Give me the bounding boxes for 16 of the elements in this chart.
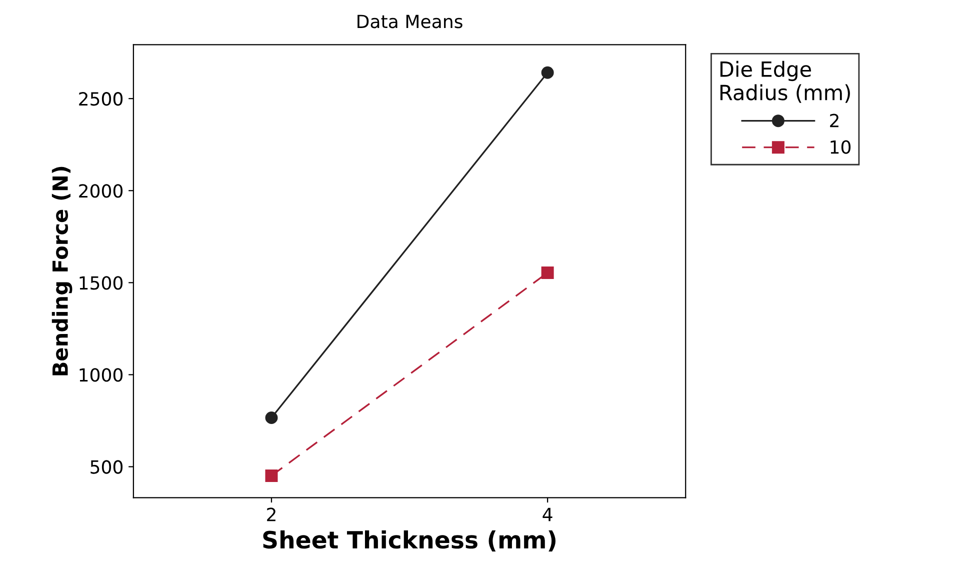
y-tick-label: 1500 [80, 276, 123, 290]
y-axis-title: Bending Force (N) [52, 166, 72, 376]
x-axis-title: Sheet Thickness (mm) [263, 530, 556, 552]
legend-title: Die Edge Radius (mm) [720, 60, 850, 103]
legend-label: 10 [830, 140, 851, 154]
x-tick-label: 4 [542, 508, 552, 522]
y-tick-label: 500 [90, 460, 123, 474]
y-tick-label: 2000 [79, 184, 123, 198]
y-tick-label: 1000 [80, 368, 123, 382]
point [265, 412, 278, 424]
chart-title: Data Means [358, 14, 462, 28]
legend-label: 2 [830, 114, 838, 128]
point [541, 266, 554, 279]
point [265, 469, 278, 482]
point [541, 66, 554, 79]
y-tick-label: 2500 [79, 92, 123, 106]
